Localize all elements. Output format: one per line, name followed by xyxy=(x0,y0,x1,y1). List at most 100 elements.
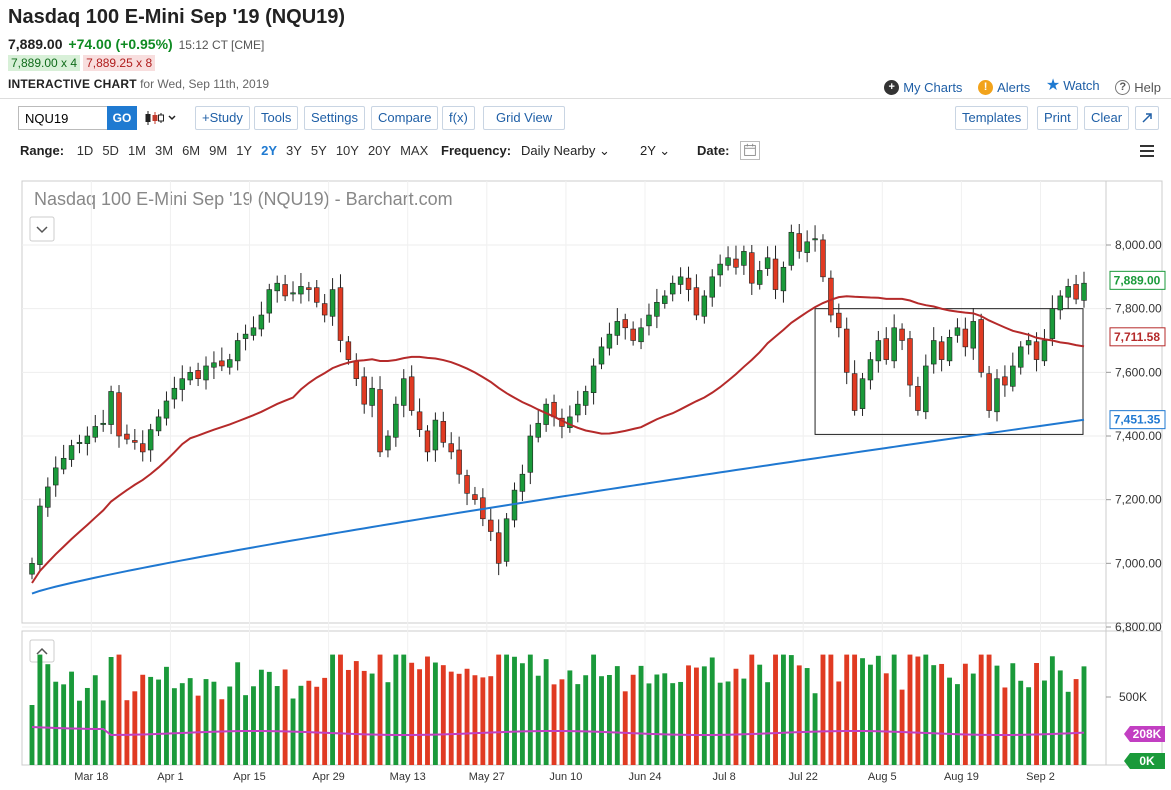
my-charts-link[interactable]: + My Charts xyxy=(884,80,962,95)
range-option-2y[interactable]: 2Y xyxy=(261,143,277,158)
volume-bar xyxy=(693,667,699,765)
candle-body xyxy=(915,386,921,411)
help-link[interactable]: ? Help xyxy=(1115,80,1161,95)
candle-body xyxy=(820,239,826,278)
last-price: 7,889.00 xyxy=(8,36,63,52)
candle xyxy=(163,391,170,426)
candle-body xyxy=(242,333,249,339)
candle-body xyxy=(954,327,961,336)
candle-body xyxy=(1010,365,1016,387)
candle-body xyxy=(946,337,953,362)
candle-body xyxy=(187,372,193,381)
range-option-max[interactable]: MAX xyxy=(400,143,429,158)
go-button[interactable]: GO xyxy=(107,106,137,130)
print-button[interactable]: Print xyxy=(1037,106,1078,130)
candle-body xyxy=(685,277,692,290)
range-option-1d[interactable]: 1D xyxy=(76,143,94,158)
candle xyxy=(369,376,375,418)
candle xyxy=(140,430,146,462)
settings-button[interactable]: Settings xyxy=(304,106,365,130)
candle xyxy=(377,376,383,458)
calendar-icon[interactable] xyxy=(740,141,760,160)
candle-body xyxy=(804,241,810,253)
date-tick-label: Jun 10 xyxy=(549,771,582,783)
candle xyxy=(100,409,106,432)
price-label: 7,711.58 xyxy=(1114,330,1160,344)
frequency-select[interactable]: Daily Nearby ⌄ xyxy=(521,143,610,159)
candle-body xyxy=(306,287,312,290)
candlestick-icon[interactable] xyxy=(144,110,178,126)
candle xyxy=(321,294,328,323)
volume-bar xyxy=(788,655,794,765)
study-button[interactable]: +Study xyxy=(195,106,250,130)
candle xyxy=(662,290,668,309)
price-tick-label: 7,000.00 xyxy=(1115,556,1162,570)
candle-body xyxy=(646,314,652,327)
volume-bar xyxy=(804,668,810,765)
volume-bar xyxy=(84,687,90,765)
quote-time: 15:12 CT [CME] xyxy=(178,38,265,52)
candle xyxy=(234,332,241,371)
candle xyxy=(68,439,75,467)
candle-body xyxy=(290,292,296,295)
range-option-9m[interactable]: 9M xyxy=(209,143,228,158)
candle xyxy=(282,274,288,302)
range-option-10y[interactable]: 10Y xyxy=(335,143,359,158)
candle-body xyxy=(551,401,557,418)
range-options: 1D 5D 1M 3M 6M 9M 1Y 2Y 3Y 5Y 10Y 20Y MAX xyxy=(68,143,429,158)
volume-bar xyxy=(733,668,739,765)
symbol-input[interactable] xyxy=(18,106,108,130)
candle-body xyxy=(393,403,399,438)
candle-body xyxy=(45,486,51,508)
price-label-box xyxy=(1109,410,1166,430)
candle-body xyxy=(464,475,470,494)
fx-button[interactable]: f(x) xyxy=(442,106,475,130)
templates-button[interactable]: Templates xyxy=(955,106,1029,130)
watch-link[interactable]: ★ Watch xyxy=(1046,75,1100,95)
candle-body xyxy=(709,276,715,298)
candle-body xyxy=(353,360,360,379)
volume-bar xyxy=(527,654,533,765)
candle xyxy=(1017,341,1024,375)
candle-body xyxy=(369,387,375,406)
volume-bar xyxy=(456,673,462,765)
period-select[interactable]: 2Y ⌄ xyxy=(640,143,670,159)
candle xyxy=(804,230,810,263)
clear-button[interactable]: Clear xyxy=(1084,106,1130,130)
range-option-20y[interactable]: 20Y xyxy=(367,143,392,158)
range-option-6m[interactable]: 6M xyxy=(182,143,201,158)
range-option-5y[interactable]: 5Y xyxy=(310,143,327,158)
range-option-1y[interactable]: 1Y xyxy=(236,143,253,158)
candle-body xyxy=(92,426,99,438)
candle-body xyxy=(100,422,106,425)
tools-button[interactable]: Tools xyxy=(254,106,299,130)
range-option-5d[interactable]: 5D xyxy=(102,143,119,158)
range-option-1m[interactable]: 1M xyxy=(127,143,146,158)
candle xyxy=(432,412,439,462)
volume-bar xyxy=(820,654,826,765)
candle-body xyxy=(108,391,114,425)
candle-body xyxy=(749,252,755,284)
candle-body xyxy=(1041,340,1048,362)
alerts-link[interactable]: ! Alerts xyxy=(978,80,1030,95)
price-label: 7,451.35 xyxy=(1114,413,1161,427)
candle-body xyxy=(495,532,502,564)
candle-body xyxy=(986,373,992,411)
candle xyxy=(29,557,35,580)
compare-button[interactable]: Compare xyxy=(371,106,439,130)
candle xyxy=(891,314,897,369)
menu-icon[interactable] xyxy=(1140,145,1154,157)
collapse-button[interactable] xyxy=(29,216,55,242)
candle-body xyxy=(741,251,747,266)
candle xyxy=(92,414,99,443)
candle-body xyxy=(1057,295,1064,311)
expand-button[interactable] xyxy=(1135,106,1159,130)
grid-view-button[interactable]: Grid View xyxy=(483,106,566,130)
candle xyxy=(314,280,320,308)
volume-bar xyxy=(939,663,945,765)
range-option-3y[interactable]: 3Y xyxy=(286,143,302,158)
candle-body xyxy=(448,443,454,453)
range-option-3m[interactable]: 3M xyxy=(155,143,174,158)
candle-body xyxy=(812,238,818,241)
